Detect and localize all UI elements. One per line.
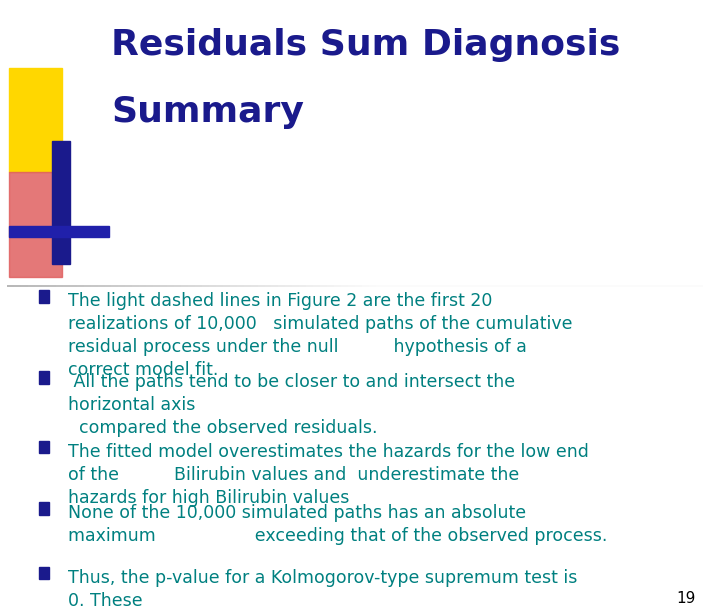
Bar xyxy=(39,502,49,515)
Bar xyxy=(39,290,49,303)
Bar xyxy=(9,172,62,277)
Text: Thus, the p-value for a Kolmogorov-type supremum test is
0. These
 results sugge: Thus, the p-value for a Kolmogorov-type … xyxy=(68,569,592,615)
Bar xyxy=(9,68,62,172)
Text: 19: 19 xyxy=(676,591,695,606)
Bar xyxy=(39,371,49,384)
Text: Summary: Summary xyxy=(111,95,304,129)
Text: Residuals Sum Diagnosis: Residuals Sum Diagnosis xyxy=(111,28,620,62)
Bar xyxy=(52,141,70,264)
Text: None of the 10,000 simulated paths has an absolute
maximum                  exce: None of the 10,000 simulated paths has a… xyxy=(68,504,607,546)
Bar xyxy=(39,567,49,579)
Text: The fitted model overestimates the hazards for the low end
of the          Bilir: The fitted model overestimates the hazar… xyxy=(68,443,589,507)
Text: All the paths tend to be closer to and intersect the
horizontal axis
  compared : All the paths tend to be closer to and i… xyxy=(68,373,516,437)
Text: The light dashed lines in Figure 2 are the first 20
realizations of 10,000   sim: The light dashed lines in Figure 2 are t… xyxy=(68,292,573,379)
Bar xyxy=(39,441,49,453)
Bar xyxy=(9,226,109,237)
